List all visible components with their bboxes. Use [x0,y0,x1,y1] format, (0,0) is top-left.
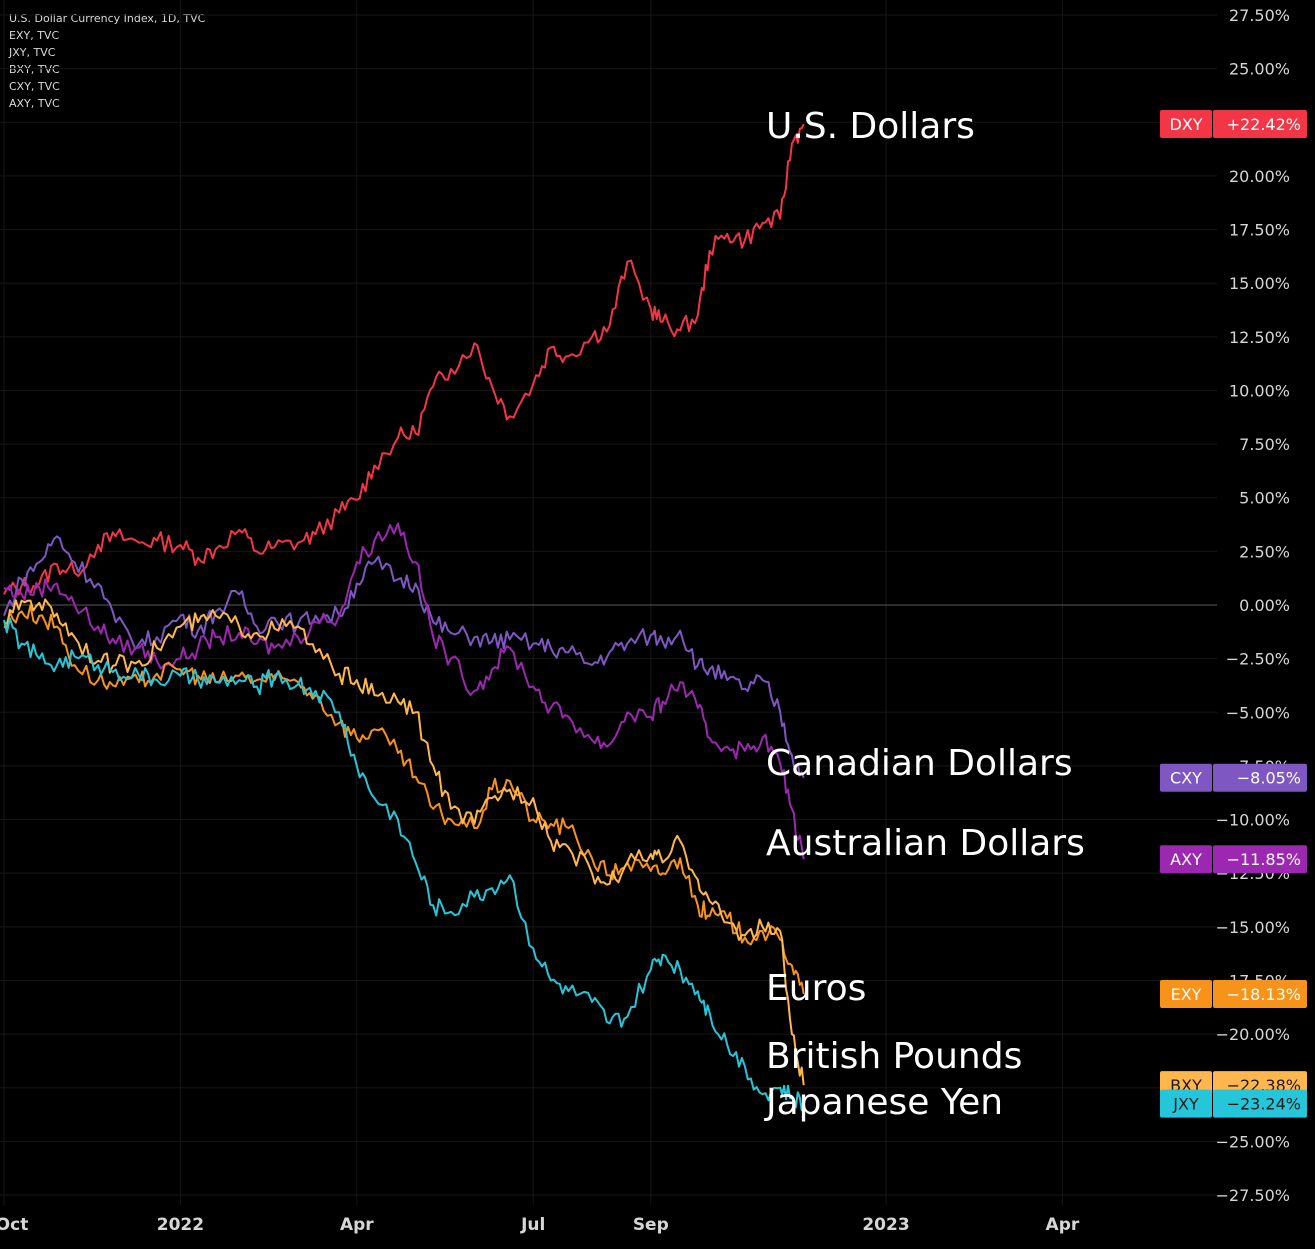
x-tick-label: 2022 [157,1215,204,1235]
annotation-cxy: Canadian Dollars [766,743,1073,784]
x-tick-label: Apr [1046,1215,1080,1235]
badge-exy[interactable]: EXY −18.13% [1160,979,1307,1008]
y-tick-label: −27.50% [1216,1186,1290,1205]
series-line-jxy[interactable] [3,617,805,1112]
badge-symbol-bg [1160,763,1212,792]
price-badges: DXY +22.42%CXY −8.05%AXY −11.85%EXY −18.13%B… [1160,109,1307,1118]
y-tick-label: 0.00% [1239,596,1290,615]
y-tick-label: −5.00% [1226,703,1290,722]
annotation-bxy: British Pounds [766,1036,1022,1077]
x-tick-label: Sep [633,1215,669,1235]
x-tick-label: Jul [520,1215,545,1235]
y-tick-label: −2.50% [1226,650,1290,669]
series-line-axy[interactable] [3,522,805,860]
legend-item-bxy[interactable]: BXY, TVC [9,63,60,76]
legend-item-exy[interactable]: EXY, TVC [9,29,60,42]
legend-item-cxy[interactable]: CXY, TVC [9,80,60,93]
badge-symbol-bg [1160,1089,1212,1118]
y-tick-label: 17.50% [1229,221,1290,240]
badge-axy[interactable]: AXY −11.85% [1160,845,1307,874]
badge-symbol-bg [1160,109,1212,138]
badge-jxy[interactable]: JXY −23.24% [1160,1089,1307,1118]
badge-symbol-bg [1160,979,1212,1008]
badge-dxy[interactable]: DXY +22.42% [1160,109,1307,138]
y-tick-label: 25.00% [1229,60,1290,79]
y-tick-label: −15.00% [1216,918,1290,937]
badge-value-bg [1213,763,1307,792]
series-line-dxy[interactable] [3,123,805,596]
badge-value-bg [1213,845,1307,874]
badge-value: −8.05% [1237,769,1301,788]
y-tick-label: 27.50% [1229,6,1290,25]
badge-symbol: DXY [1169,115,1202,134]
annotation-jxy: Japanese Yen [764,1082,1003,1123]
badge-symbol: AXY [1170,850,1202,869]
x-axis[interactable]: Oct 2022 Apr Jul Sep 2023 Apr [0,1215,1080,1235]
x-tick-label: Oct [0,1215,28,1235]
badge-value: −18.13% [1227,985,1301,1004]
y-tick-label: 7.50% [1239,435,1290,454]
legend-item-axy[interactable]: AXY, TVC [9,97,60,110]
y-tick-label: 2.50% [1239,542,1290,561]
badge-value-bg [1213,979,1307,1008]
badge-symbol: EXY [1171,985,1202,1004]
y-tick-label: 5.00% [1239,489,1290,508]
badge-symbol: JXY [1172,1095,1199,1114]
x-tick-label: 2023 [862,1215,909,1235]
series-layer [3,123,805,1112]
y-tick-label: −10.00% [1216,811,1290,830]
badge-cxy[interactable]: CXY −8.05% [1160,763,1307,792]
annotation-dxy: U.S. Dollars [766,106,975,147]
y-tick-label: 12.50% [1229,328,1290,347]
series-annotations: U.S. Dollars Canadian Dollars Australian D… [764,106,1085,1123]
annotation-exy: Euros [766,968,866,1009]
x-tick-label: Apr [340,1215,374,1235]
y-axis[interactable]: 27.50%25.00%22.50%20.00%17.50%15.00%12.5… [1216,6,1290,1205]
y-tick-label: 20.00% [1229,167,1290,186]
y-tick-label: −25.00% [1216,1132,1290,1151]
y-tick-label: −20.00% [1216,1025,1290,1044]
badge-value-bg [1213,109,1307,138]
badge-symbol-bg [1160,845,1212,874]
badge-value: +22.42% [1227,115,1301,134]
y-tick-label: 10.00% [1229,381,1290,400]
series-line-cxy[interactable] [3,535,805,779]
grid-lines [0,0,1217,1205]
badge-value-bg [1213,1089,1307,1118]
badge-symbol: CXY [1170,769,1202,788]
legend-item-jxy[interactable]: JXY, TVC [9,46,56,59]
y-tick-label: 15.00% [1229,274,1290,293]
badge-value: −23.24% [1227,1095,1301,1114]
annotation-axy: Australian Dollars [766,823,1085,864]
series-line-exy[interactable] [3,604,805,995]
series-line-bxy[interactable] [3,598,805,1086]
badge-value: −11.85% [1227,850,1301,869]
